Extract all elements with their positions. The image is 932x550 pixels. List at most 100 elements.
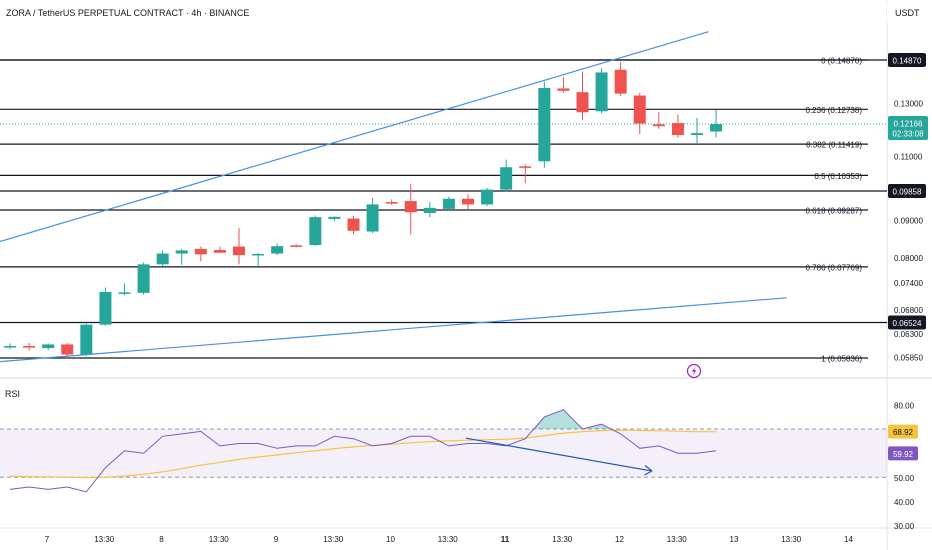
price-tick-label: 0.08000 <box>894 254 923 263</box>
fib-level-label: 1 (0.05836) <box>821 355 862 364</box>
rsi-value-tag-label: 59.92 <box>893 450 914 459</box>
price-tag-bg <box>888 53 926 67</box>
candle-up <box>80 324 93 355</box>
candle-down <box>213 250 226 253</box>
rsi-layer <box>9 409 717 493</box>
time-tick-label: 13:30 <box>94 535 115 544</box>
rsi-ma-line <box>9 429 717 479</box>
time-tick-label: 13:30 <box>323 535 344 544</box>
candle-up <box>175 250 188 254</box>
rsi-value-tag-bg <box>888 446 918 461</box>
price-tick-label: 0.09000 <box>894 216 923 225</box>
time-tick-label: 13:30 <box>438 535 459 544</box>
rsi-tick-label: 40.00 <box>894 498 915 507</box>
candle-down <box>194 248 207 255</box>
currency-label: USDT <box>895 8 920 18</box>
rsi-ma-tag-label: 68.92 <box>893 428 914 437</box>
price-tick-label: 0.06800 <box>894 306 923 315</box>
candle-up <box>481 189 494 205</box>
candle-down <box>61 344 74 355</box>
price-tag-bg <box>888 315 926 330</box>
rsi-tick-label: 50.00 <box>894 474 915 483</box>
candle-up <box>423 207 436 213</box>
lightning-icon[interactable] <box>686 363 702 379</box>
candle-up <box>118 292 131 294</box>
currency-button-bg <box>887 2 931 22</box>
divergence-arrow-line[interactable] <box>465 437 653 472</box>
price-tick-label: 0.13000 <box>894 99 923 108</box>
price-tick-label: 0.11000 <box>894 153 923 162</box>
last-price-tag-bg <box>888 115 928 140</box>
candle-up <box>442 198 455 209</box>
candle-up <box>156 253 169 265</box>
price-tag-label: 0.14870 <box>893 57 922 66</box>
divergence-arrow-head <box>644 465 653 476</box>
rsi-tick-label: 80.00 <box>894 401 915 410</box>
price-tick-label: 0.07400 <box>894 279 923 288</box>
symbol-title: ZORA / TetherUS PERPETUAL CONTRACT · 4h … <box>6 8 249 18</box>
candle-down <box>671 123 684 136</box>
price-tag-bg <box>888 183 926 198</box>
rsi-tick-label: 30.00 <box>894 522 915 531</box>
candle-down <box>614 69 627 94</box>
rsi-title: RSI <box>5 389 20 399</box>
candle-down <box>347 218 360 231</box>
candle-layer <box>4 61 723 359</box>
rsi-line <box>9 409 717 493</box>
fib-level-label: 0 (0.14870) <box>821 57 862 66</box>
candle-up <box>42 344 55 349</box>
candle-up <box>99 291 112 325</box>
time-tick-label: 9 <box>274 535 279 544</box>
candle-down <box>576 92 589 113</box>
time-tick-label: 10 <box>386 535 395 544</box>
time-tick-label: 7 <box>45 535 50 544</box>
time-tick-label: 14 <box>844 535 853 544</box>
candle-down <box>404 201 417 213</box>
level-layer: 0 (0.14870) 0.236 (0.12738) 0.382 (0.11419… <box>0 53 926 364</box>
candle-down <box>652 124 665 127</box>
rsi-overbought-fill <box>533 409 583 429</box>
bar-countdown-label: 02:33:08 <box>892 129 924 138</box>
price-tag-label: 0.06524 <box>893 319 922 328</box>
price-tick-label: 0.05850 <box>894 354 923 363</box>
fib-level-label: 0.5 (0.10353) <box>814 172 862 181</box>
fib-level-label: 0.786 (0.07769) <box>806 263 863 272</box>
candle-up <box>595 72 608 112</box>
candle-down <box>633 95 646 124</box>
candle-up <box>538 87 551 162</box>
time-tick-label: 13:30 <box>552 535 573 544</box>
trendline-layer <box>0 31 787 363</box>
time-tick-label: 13:30 <box>667 535 688 544</box>
candle-up <box>4 345 16 348</box>
time-tick-label: 11 <box>501 535 510 544</box>
axis-layer: 0.13000 0.11000 0.09000 0.08000 0.07400 0.068… <box>45 99 928 544</box>
rsi-band-layer <box>0 428 887 478</box>
candle-up <box>500 167 513 190</box>
candle-up <box>137 264 150 293</box>
time-tick-label: 8 <box>159 535 164 544</box>
fib-level-label: 0.236 (0.12738) <box>806 106 863 115</box>
fib-level-label: 0.618 (0.09287) <box>806 206 863 215</box>
upper-trendline[interactable] <box>0 31 709 243</box>
price-tag-label: 0.09858 <box>893 187 922 196</box>
candle-up <box>271 246 284 254</box>
candle-down <box>23 345 36 348</box>
rsi-band <box>0 429 887 478</box>
candle-down <box>385 202 398 204</box>
fib-level-label: 0.382 (0.11419) <box>806 141 862 150</box>
currency-button[interactable]: USDT <box>887 2 931 22</box>
candle-up <box>710 124 723 132</box>
rsi-ma-tag-bg <box>888 424 918 439</box>
candle-up <box>328 216 341 219</box>
candle-down <box>519 166 532 168</box>
time-tick-label: 13:30 <box>209 535 230 544</box>
lower-trendline[interactable] <box>0 297 787 363</box>
candle-up <box>309 217 322 246</box>
time-tick-label: 13 <box>730 535 739 544</box>
time-tick-label: 12 <box>615 535 624 544</box>
price-tick-label: 0.06300 <box>894 330 923 339</box>
candle-down <box>462 198 474 205</box>
candle-down <box>233 246 245 256</box>
